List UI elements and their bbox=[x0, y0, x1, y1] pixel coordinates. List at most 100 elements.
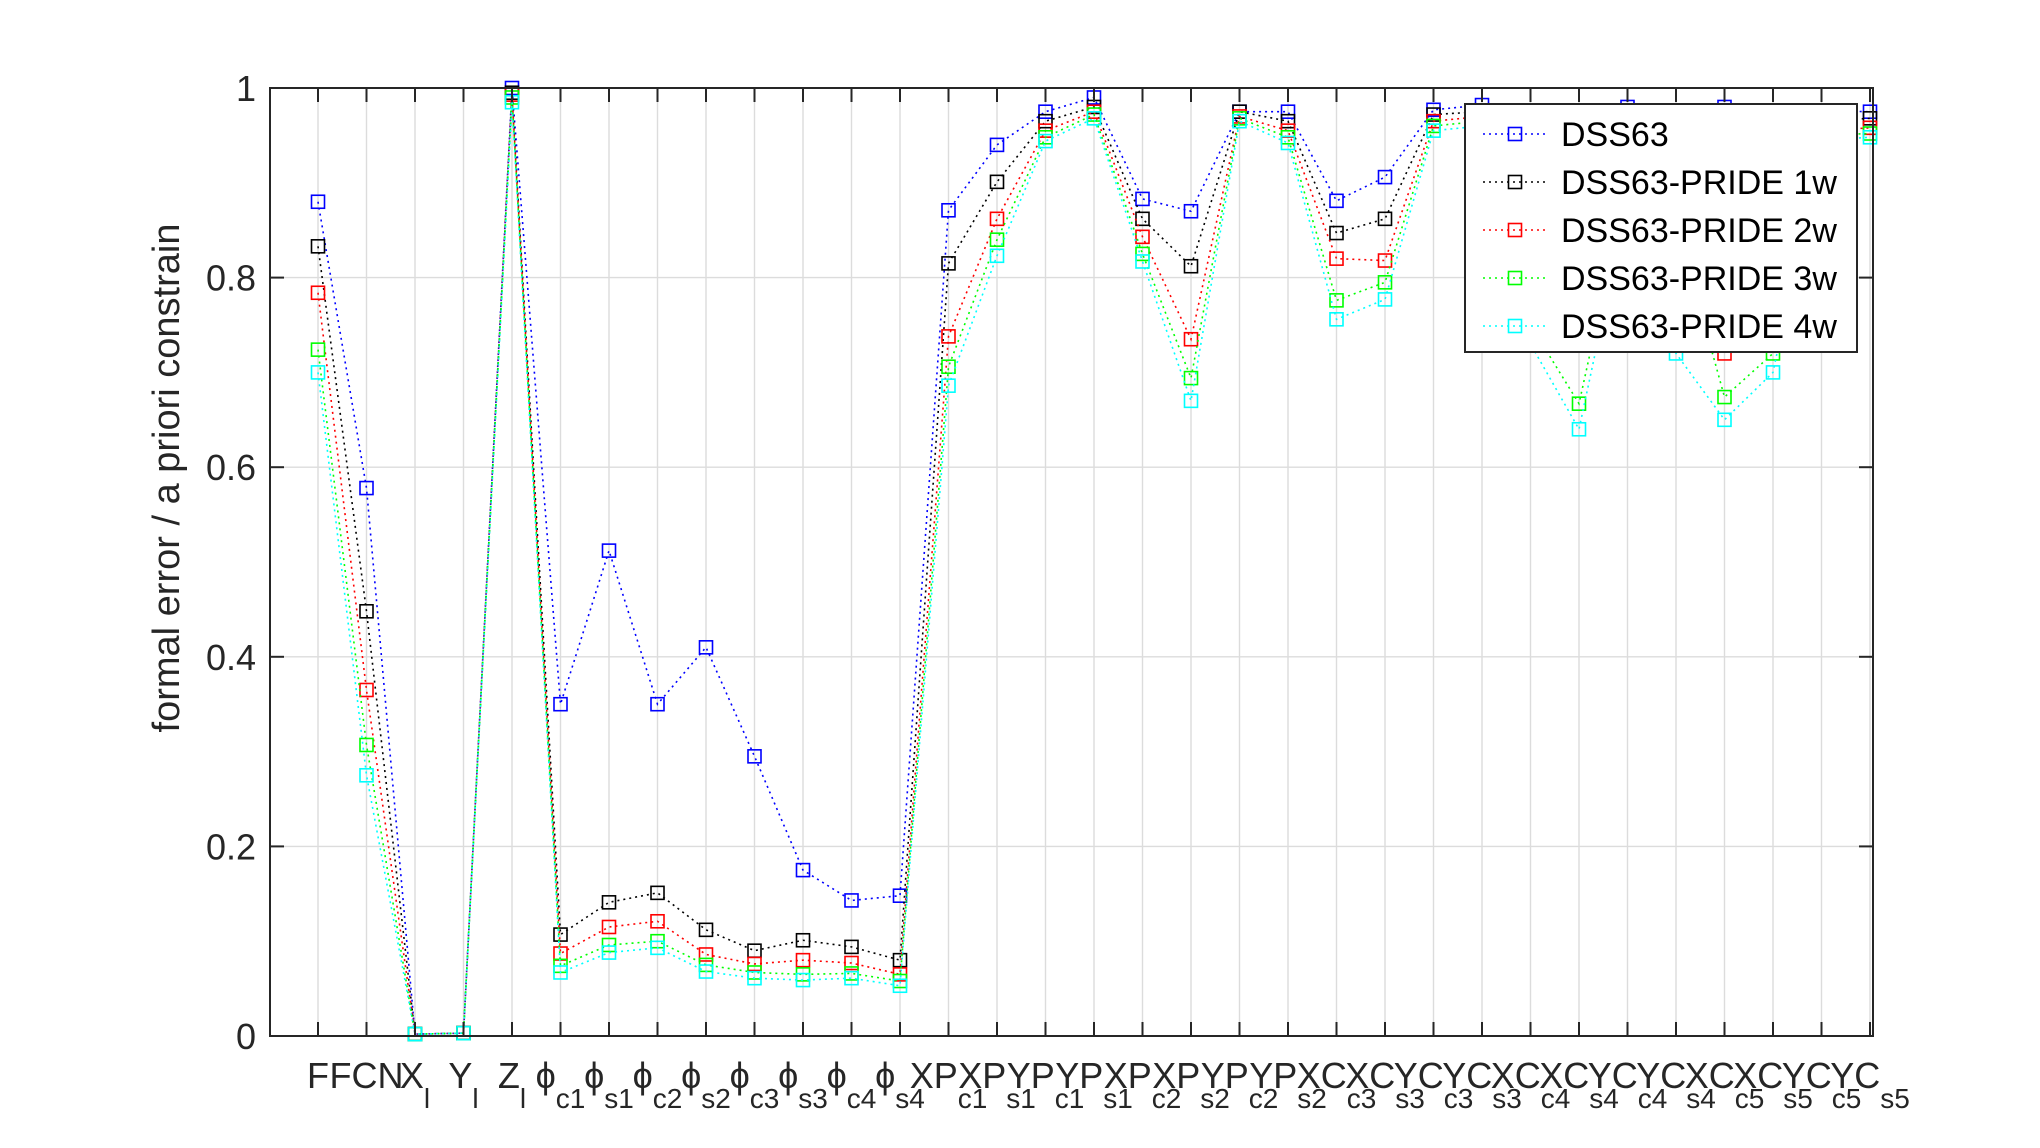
data-point bbox=[1717, 412, 1732, 428]
series-line bbox=[317, 92, 1871, 1035]
y-tick-label: 0.8 bbox=[206, 258, 256, 299]
x-tick-label: Xl bbox=[400, 1055, 430, 1114]
data-point bbox=[989, 232, 1005, 247]
x-tick-label: ϕs4 bbox=[875, 1055, 925, 1114]
x-tick-label: YCs3 bbox=[1442, 1055, 1522, 1114]
x-tick-label: XCs5 bbox=[1733, 1055, 1813, 1114]
data-point bbox=[359, 767, 374, 783]
legend-label: DSS63 bbox=[1561, 116, 1669, 154]
x-tick-label: YCs4 bbox=[1636, 1055, 1716, 1114]
legend-box bbox=[1464, 103, 1858, 353]
data-point bbox=[310, 194, 326, 210]
data-point bbox=[1280, 113, 1296, 129]
x-tick-label: XCs3 bbox=[1345, 1055, 1425, 1114]
y-tick-labels: 0 0.2 0.4 0.6 0.8 1 bbox=[206, 68, 256, 1057]
x-tick-label: XPc2 bbox=[1104, 1055, 1182, 1114]
x-tick-label: XCs4 bbox=[1539, 1055, 1619, 1114]
data-point bbox=[844, 955, 859, 971]
data-point bbox=[553, 965, 568, 980]
data-point bbox=[844, 970, 859, 986]
data-point bbox=[1183, 331, 1199, 347]
data-point bbox=[1086, 111, 1102, 126]
data-point bbox=[1038, 104, 1053, 119]
data-point bbox=[1571, 421, 1587, 437]
y-tick-label: 0.4 bbox=[206, 637, 256, 678]
x-tick-label: Yl bbox=[448, 1055, 478, 1114]
x-tick-label: XPc1 bbox=[910, 1055, 988, 1114]
x-tick-labels: F FCNXlYlZlϕc1ϕs1ϕc2ϕs2ϕc3ϕs3ϕc4ϕs4XPc1XP… bbox=[307, 1055, 1910, 1114]
data-point bbox=[650, 913, 665, 929]
data-point bbox=[1232, 113, 1247, 129]
data-point bbox=[1329, 293, 1344, 308]
data-point bbox=[844, 893, 859, 908]
data-point bbox=[601, 543, 617, 558]
y-tick-label: 0.2 bbox=[206, 826, 256, 867]
data-point bbox=[1329, 225, 1344, 241]
data-point bbox=[795, 862, 811, 878]
series-line bbox=[317, 102, 1871, 1035]
data-point bbox=[553, 927, 568, 942]
data-point bbox=[1135, 229, 1150, 245]
x-tick-label: FCN bbox=[330, 1055, 404, 1096]
y-axis-label: formal error / a priori constrain bbox=[146, 224, 188, 733]
data-point bbox=[795, 932, 811, 948]
x-tick-label: ϕs1 bbox=[584, 1055, 634, 1114]
y-tick-label: 0.6 bbox=[206, 447, 256, 488]
data-point bbox=[941, 202, 956, 218]
data-point bbox=[941, 329, 956, 344]
data-point bbox=[310, 239, 326, 254]
x-tick-label: YPs2 bbox=[1249, 1055, 1327, 1114]
data-point bbox=[1329, 312, 1344, 327]
data-point bbox=[1183, 258, 1199, 274]
x-tick-label: Zl bbox=[498, 1055, 526, 1114]
data-point bbox=[989, 248, 1005, 264]
data-point bbox=[650, 940, 665, 956]
x-tick-label: YCs5 bbox=[1830, 1055, 1910, 1114]
x-tick-label: XPs1 bbox=[958, 1055, 1036, 1114]
legend-marker bbox=[1507, 222, 1523, 238]
data-point bbox=[989, 174, 1005, 190]
data-point bbox=[1717, 389, 1732, 405]
data-point bbox=[1426, 123, 1441, 138]
data-point bbox=[844, 939, 859, 955]
data-point bbox=[941, 378, 956, 393]
legend-marker bbox=[1507, 174, 1523, 190]
x-tick-label: ϕs3 bbox=[778, 1055, 828, 1114]
data-point bbox=[1183, 203, 1199, 219]
legend-marker bbox=[1507, 270, 1523, 286]
data-point bbox=[698, 640, 714, 655]
data-point bbox=[1038, 133, 1053, 149]
data-point bbox=[601, 937, 617, 953]
data-point bbox=[747, 970, 762, 986]
y-tick-label: 1 bbox=[236, 68, 256, 109]
data-point bbox=[698, 947, 714, 962]
x-tick-label: YPc2 bbox=[1201, 1055, 1279, 1114]
x-tick-label: XCc3 bbox=[1297, 1055, 1377, 1114]
data-point bbox=[795, 952, 811, 968]
data-point bbox=[650, 696, 665, 712]
data-point bbox=[989, 137, 1005, 153]
data-point bbox=[1135, 254, 1150, 269]
axes bbox=[269, 87, 1874, 1037]
x-tick-label: YCc4 bbox=[1588, 1055, 1668, 1114]
data-point bbox=[795, 972, 811, 988]
legend-marker bbox=[1507, 126, 1523, 142]
data-point bbox=[698, 964, 714, 979]
x-tick-label: XPs2 bbox=[1152, 1055, 1230, 1114]
data-point bbox=[698, 922, 714, 938]
data-point bbox=[1571, 396, 1587, 411]
data-point bbox=[1377, 275, 1393, 290]
x-tick-label: ϕc1 bbox=[536, 1055, 586, 1114]
data-point bbox=[601, 895, 617, 910]
data-point bbox=[1377, 169, 1393, 185]
data-point bbox=[1280, 135, 1296, 151]
data-point bbox=[1183, 370, 1199, 386]
data-point bbox=[601, 919, 617, 935]
x-tick-label: ϕc2 bbox=[633, 1055, 683, 1114]
data-point bbox=[1038, 113, 1053, 129]
legend: DSS63 DSS63-PRIDE 1w DSS63-PRIDE 2w DSS63-P… bbox=[1464, 103, 1858, 353]
data-point bbox=[941, 256, 956, 271]
data-point bbox=[1135, 246, 1150, 262]
data-point bbox=[1377, 253, 1393, 268]
data-point bbox=[892, 978, 908, 994]
